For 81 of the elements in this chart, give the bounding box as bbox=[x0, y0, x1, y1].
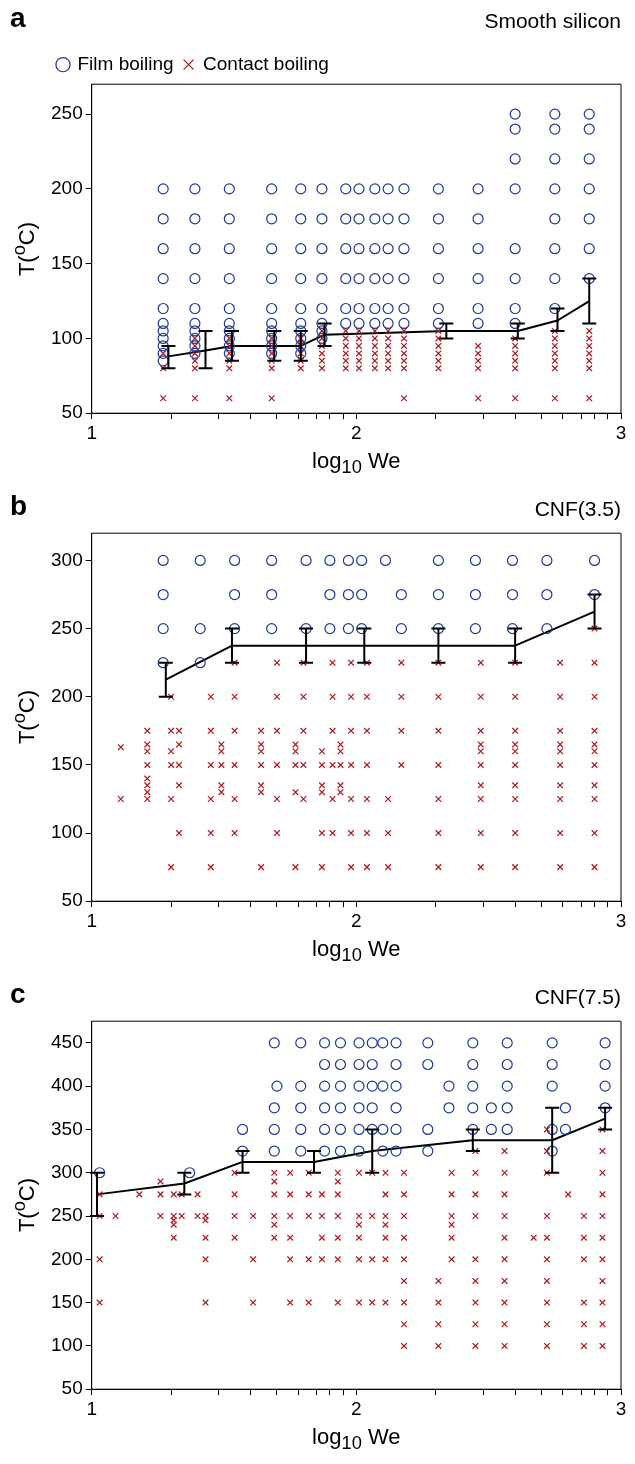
point bbox=[506, 554, 519, 567]
x-tick-label: 3 bbox=[615, 909, 627, 931]
point bbox=[266, 623, 278, 635]
point bbox=[588, 588, 601, 601]
y-tick-label: 200 bbox=[51, 1247, 83, 1269]
point bbox=[342, 554, 355, 567]
y-tick-label: 150 bbox=[51, 1290, 83, 1312]
y-tick-label: 50 bbox=[61, 401, 83, 423]
point bbox=[469, 554, 482, 567]
point bbox=[229, 588, 241, 601]
y-tick-label: 100 bbox=[51, 1334, 83, 1356]
chart-title: CNF(3.5) bbox=[534, 497, 621, 521]
text: b bbox=[10, 490, 28, 522]
point bbox=[157, 588, 169, 601]
x-tick-label: 2 bbox=[351, 1397, 362, 1419]
point bbox=[300, 623, 312, 635]
point bbox=[194, 657, 206, 669]
point bbox=[432, 588, 444, 601]
point bbox=[324, 588, 336, 601]
legend-label: Contact boiling bbox=[203, 52, 329, 74]
point bbox=[356, 588, 368, 601]
point bbox=[194, 554, 206, 567]
x-tick-label: 1 bbox=[86, 909, 97, 931]
y-tick-label: 300 bbox=[51, 1160, 83, 1182]
y-tick-label: 300 bbox=[51, 548, 83, 570]
y-tick-label: 450 bbox=[51, 1031, 83, 1053]
point bbox=[229, 623, 241, 635]
y-tick-label: 200 bbox=[51, 684, 83, 706]
x-axis-title: log$_{10}$ We bbox=[312, 1424, 401, 1455]
y-tick-label: 50 bbox=[61, 889, 83, 911]
point bbox=[356, 623, 368, 635]
y-tick-label: 250 bbox=[51, 1204, 83, 1226]
point bbox=[324, 623, 336, 635]
y-tick-label: 350 bbox=[51, 1117, 83, 1139]
point bbox=[229, 554, 241, 567]
legend-label: Film boiling bbox=[77, 52, 174, 74]
y-tick-label: 50 bbox=[61, 1377, 83, 1399]
point bbox=[541, 623, 553, 635]
point bbox=[395, 588, 407, 601]
y-tick-label: 400 bbox=[51, 1074, 83, 1096]
y-tick-label: 200 bbox=[51, 177, 83, 199]
point bbox=[194, 623, 206, 635]
point bbox=[379, 554, 392, 567]
point bbox=[469, 623, 482, 635]
point bbox=[469, 588, 482, 601]
point bbox=[324, 554, 336, 567]
text: c bbox=[10, 978, 26, 1010]
text: a bbox=[10, 2, 26, 34]
point bbox=[342, 623, 355, 635]
point bbox=[395, 623, 407, 635]
chart-title: Smooth silicon bbox=[484, 9, 621, 33]
point bbox=[432, 554, 444, 567]
point bbox=[266, 588, 278, 601]
point bbox=[356, 554, 368, 567]
point bbox=[157, 623, 169, 635]
x-axis-title: log$_{10}$ We bbox=[312, 936, 401, 967]
x-axis-title: log$_{10}$ We bbox=[312, 448, 401, 479]
x-tick-label: 2 bbox=[351, 909, 362, 931]
chart-title: CNF(7.5) bbox=[534, 985, 621, 1009]
point bbox=[506, 588, 519, 601]
point bbox=[342, 588, 355, 601]
point bbox=[266, 554, 278, 567]
point bbox=[541, 554, 553, 567]
point bbox=[432, 623, 444, 635]
y-tick-label: 100 bbox=[51, 821, 83, 843]
x-tick-label: 2 bbox=[351, 421, 362, 443]
y-tick-label: 150 bbox=[51, 251, 83, 273]
x-tick-label: 1 bbox=[86, 421, 97, 443]
x-tick-label: 1 bbox=[86, 1397, 97, 1419]
x-tick-label: 3 bbox=[615, 1397, 627, 1419]
point bbox=[541, 588, 553, 601]
point bbox=[300, 554, 312, 567]
point bbox=[157, 657, 169, 669]
y-tick-label: 250 bbox=[51, 102, 83, 124]
point bbox=[588, 554, 601, 567]
y-tick-label: 100 bbox=[51, 326, 83, 348]
point bbox=[157, 554, 169, 567]
x-tick-label: 3 bbox=[615, 421, 627, 443]
point bbox=[506, 623, 519, 635]
y-tick-label: 150 bbox=[51, 753, 83, 775]
y-tick-label: 250 bbox=[51, 616, 83, 638]
